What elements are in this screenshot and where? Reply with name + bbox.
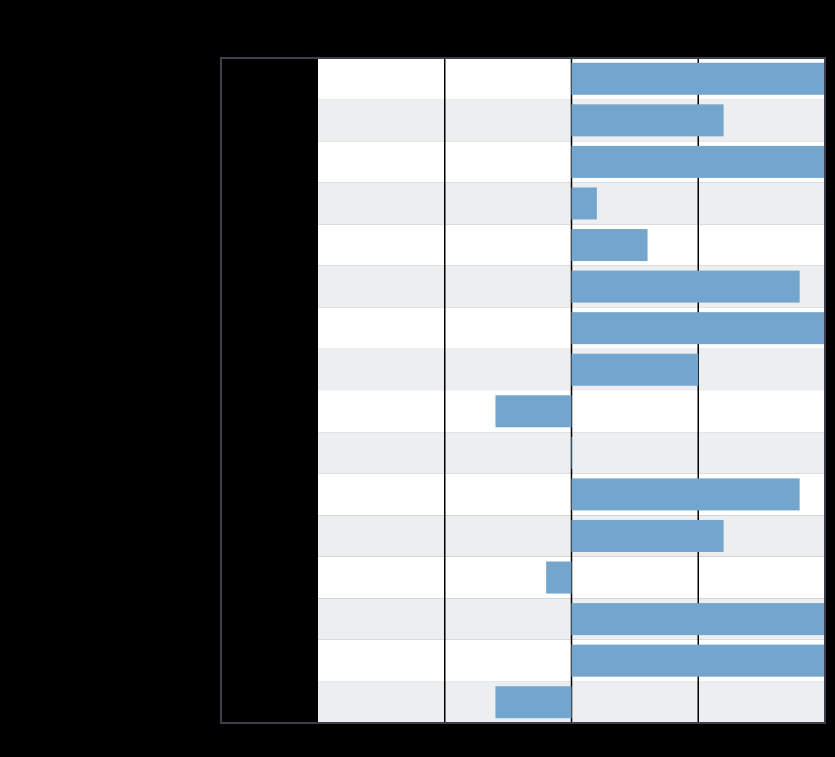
bar xyxy=(546,561,572,594)
bar xyxy=(571,104,724,137)
bar xyxy=(571,229,648,262)
plot-frame xyxy=(220,57,826,724)
bar xyxy=(571,436,573,469)
bar xyxy=(571,644,825,677)
bar xyxy=(571,312,825,345)
bar xyxy=(571,187,597,220)
bar xyxy=(571,603,825,636)
bar xyxy=(571,478,800,511)
bar xyxy=(571,353,699,386)
bar xyxy=(571,270,800,303)
bar xyxy=(571,519,724,552)
bar xyxy=(571,62,825,95)
category-label-panel xyxy=(221,58,318,723)
bar xyxy=(495,395,572,428)
bar xyxy=(571,145,825,178)
bar-series xyxy=(495,62,825,719)
bar xyxy=(495,686,572,719)
